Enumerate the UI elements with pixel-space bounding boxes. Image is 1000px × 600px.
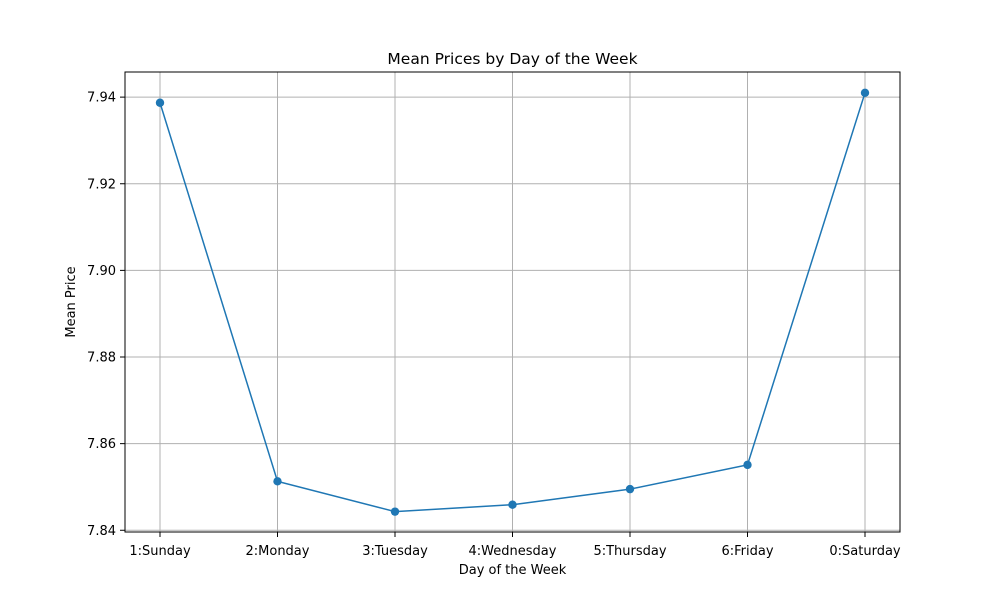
x-tick-label: 5:Thursday xyxy=(593,544,666,559)
y-tick-label: 7.90 xyxy=(87,264,116,279)
x-axis-ticks: 1:Sunday 2:Monday 3:Tuesday 4:Wednesday 5:Th… xyxy=(129,532,901,559)
chart-title: Mean Prices by Day of the Week xyxy=(387,50,637,68)
y-tick-label: 7.92 xyxy=(87,177,116,192)
x-tick-label: 1:Sunday xyxy=(129,544,191,559)
x-tick-label: 3:Tuesday xyxy=(362,544,428,559)
y-tick-label: 7.94 xyxy=(87,91,116,106)
data-point xyxy=(625,484,635,494)
x-tick-label: 2:Monday xyxy=(246,544,310,559)
y-tick-label: 7.86 xyxy=(87,437,116,452)
y-axis-title: Mean Price xyxy=(64,266,79,337)
data-point xyxy=(860,88,870,97)
data-point xyxy=(508,500,517,509)
y-axis-ticks: 7.84 7.86 7.88 7.90 7.92 7.94 xyxy=(87,91,125,539)
x-tick-label: 0:Saturday xyxy=(829,544,901,559)
series-layer xyxy=(155,88,870,516)
data-point xyxy=(390,507,400,516)
x-axis-title: Day of the Week xyxy=(459,563,567,578)
y-tick-label: 7.84 xyxy=(87,524,116,539)
y-tick-label: 7.88 xyxy=(87,351,116,366)
data-point xyxy=(155,98,165,107)
x-tick-label: 6:Friday xyxy=(721,544,773,559)
data-point xyxy=(743,460,752,470)
data-point xyxy=(273,477,282,486)
x-tick-label: 4:Wednesday xyxy=(469,544,557,559)
grid xyxy=(125,72,900,532)
